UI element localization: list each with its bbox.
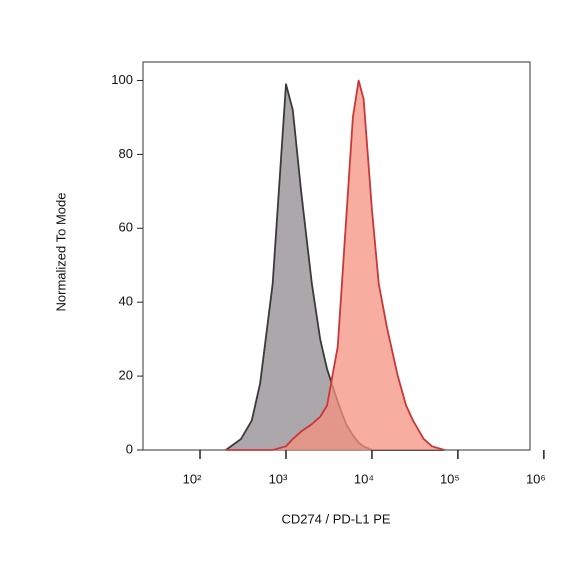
area <box>225 79 445 451</box>
y-tick-label: 80 <box>119 146 133 161</box>
y-tick-label: 100 <box>111 72 133 87</box>
y-tick-label: 40 <box>119 294 133 309</box>
y-tick-label: 0 <box>126 441 133 456</box>
x-tick-label: 10⁵ <box>440 471 460 486</box>
x-tick-label: 10⁴ <box>354 471 374 486</box>
y-tick-label: 60 <box>119 220 133 235</box>
x-tick-label: 10³ <box>269 471 288 486</box>
y-tick-label: 20 <box>119 368 133 383</box>
x-tick-label: 10² <box>183 471 202 486</box>
y-axis-label: Normalized To Mode <box>53 193 68 312</box>
x-tick-label: 10⁶ <box>526 471 546 486</box>
x-axis-label: CD274 / PD-L1 PE <box>281 511 390 526</box>
